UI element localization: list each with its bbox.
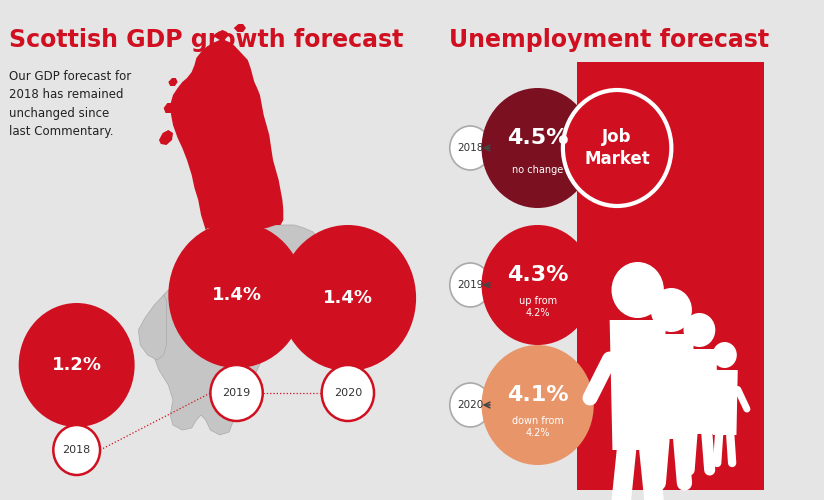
Circle shape <box>168 222 305 368</box>
Polygon shape <box>649 334 694 439</box>
Circle shape <box>279 225 416 371</box>
Text: 1.4%: 1.4% <box>323 289 372 307</box>
Circle shape <box>450 126 491 170</box>
Circle shape <box>713 342 737 368</box>
Circle shape <box>19 303 134 427</box>
Text: 2018: 2018 <box>63 445 91 455</box>
Polygon shape <box>712 370 737 435</box>
Circle shape <box>481 345 594 465</box>
Text: Our GDP forecast for
2018 has remained
unchanged since
last Commentary.: Our GDP forecast for 2018 has remained u… <box>9 70 132 138</box>
Text: 2019: 2019 <box>457 280 484 290</box>
Text: Unemployment forecast: Unemployment forecast <box>449 28 769 52</box>
Circle shape <box>450 263 491 307</box>
Circle shape <box>651 288 692 332</box>
Text: 1.2%: 1.2% <box>52 356 101 374</box>
Text: 2020: 2020 <box>334 388 362 398</box>
Text: Scottish GDP growth forecast: Scottish GDP growth forecast <box>9 28 404 52</box>
Text: 2020: 2020 <box>457 400 484 410</box>
Circle shape <box>684 313 715 347</box>
FancyBboxPatch shape <box>577 62 764 490</box>
Polygon shape <box>234 24 246 32</box>
Polygon shape <box>681 349 717 434</box>
Polygon shape <box>168 78 178 86</box>
Text: no change: no change <box>512 165 564 175</box>
Circle shape <box>321 365 374 421</box>
Polygon shape <box>150 225 337 435</box>
Circle shape <box>563 90 672 206</box>
Circle shape <box>611 262 664 318</box>
Text: 4.3%: 4.3% <box>507 265 569 285</box>
Text: 2018: 2018 <box>457 143 484 153</box>
Polygon shape <box>610 320 666 450</box>
Circle shape <box>54 425 100 475</box>
Text: 4.5%: 4.5% <box>507 128 569 148</box>
Circle shape <box>481 225 594 345</box>
Text: 1.4%: 1.4% <box>212 286 261 304</box>
Text: up from
4.2%: up from 4.2% <box>518 296 557 318</box>
Polygon shape <box>159 130 173 145</box>
Polygon shape <box>213 30 228 40</box>
Polygon shape <box>171 40 283 230</box>
Circle shape <box>450 383 491 427</box>
Polygon shape <box>204 46 213 54</box>
Circle shape <box>210 365 263 421</box>
Text: down from
4.2%: down from 4.2% <box>512 416 564 438</box>
Circle shape <box>481 88 594 208</box>
Polygon shape <box>138 295 166 360</box>
Text: 2019: 2019 <box>222 388 250 398</box>
Text: 4.1%: 4.1% <box>507 385 569 405</box>
Polygon shape <box>164 103 174 113</box>
Text: Job
Market: Job Market <box>584 128 650 168</box>
